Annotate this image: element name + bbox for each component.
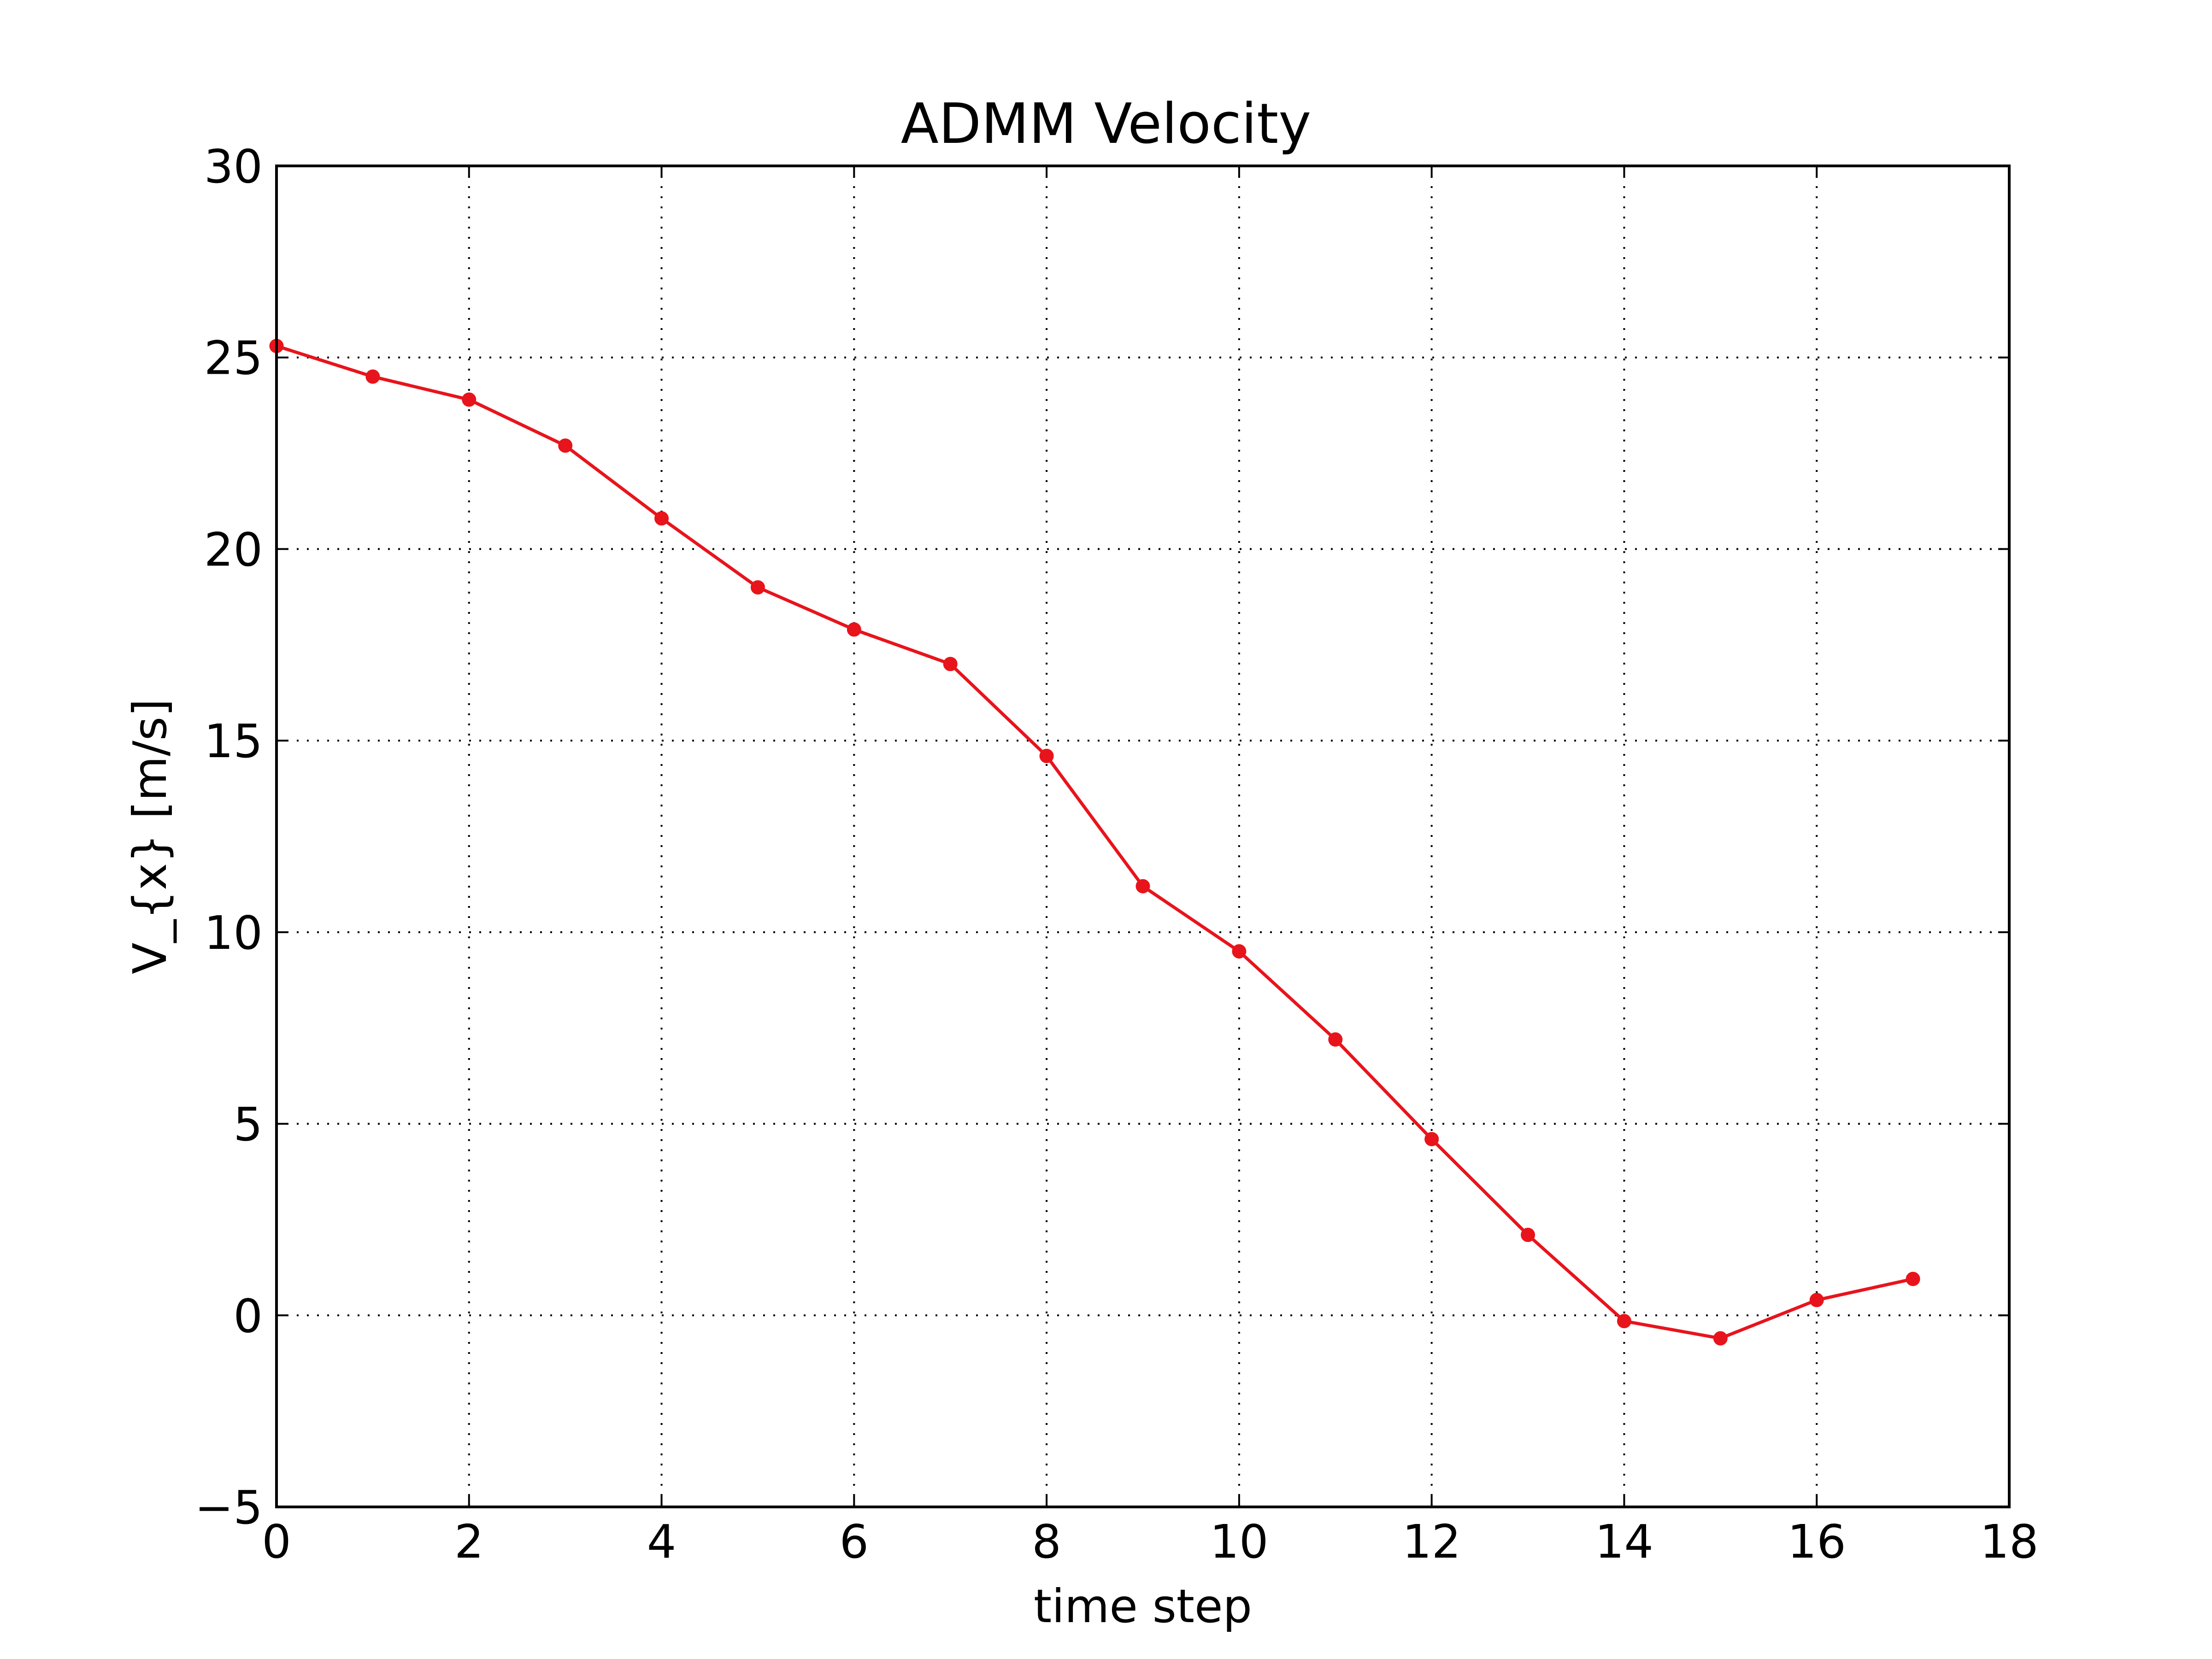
x-tick-label: 4 — [647, 1515, 677, 1569]
data-point — [365, 369, 380, 384]
data-point — [750, 580, 765, 595]
data-point — [654, 511, 669, 526]
x-tick-label: 14 — [1595, 1515, 1653, 1569]
y-tick-label: 10 — [204, 906, 263, 960]
y-tick-label: 30 — [204, 140, 263, 194]
y-tick-label: 20 — [204, 523, 263, 577]
y-tick-label: 15 — [204, 714, 263, 768]
data-point — [1135, 879, 1150, 894]
x-tick-label: 6 — [840, 1515, 869, 1569]
x-tick-label: 2 — [454, 1515, 484, 1569]
data-point — [943, 657, 958, 671]
x-axis-label: time step — [1034, 1579, 1252, 1633]
y-tick-label: −5 — [195, 1481, 263, 1535]
y-axis-label: V_{x} [m/s] — [123, 699, 177, 974]
data-point — [558, 438, 573, 453]
y-tick-label: 5 — [233, 1098, 263, 1152]
chart-title: ADMM Velocity — [901, 92, 1311, 156]
x-tick-label: 16 — [1788, 1515, 1846, 1569]
plot-frame — [275, 165, 2011, 1508]
y-tick-label: 25 — [204, 331, 263, 385]
data-point — [1232, 944, 1247, 959]
series-layer — [269, 339, 1920, 1346]
data-point — [1039, 748, 1054, 763]
x-tick-label: 12 — [1402, 1515, 1461, 1569]
data-point — [462, 392, 477, 407]
x-tick-label: 0 — [262, 1515, 291, 1569]
data-point — [1906, 1271, 1920, 1286]
x-tick-label: 8 — [1032, 1515, 1061, 1569]
x-tick-label: 18 — [1980, 1515, 2038, 1569]
data-point — [1521, 1228, 1535, 1242]
series-line — [276, 344, 1913, 1340]
x-tick-label: 10 — [1210, 1515, 1268, 1569]
data-point — [1328, 1032, 1343, 1047]
y-tick-label: 0 — [233, 1289, 263, 1343]
data-point — [1424, 1132, 1439, 1147]
data-point — [847, 622, 861, 637]
data-point — [1713, 1331, 1728, 1346]
data-point — [1809, 1293, 1824, 1307]
data-point — [1617, 1314, 1631, 1329]
